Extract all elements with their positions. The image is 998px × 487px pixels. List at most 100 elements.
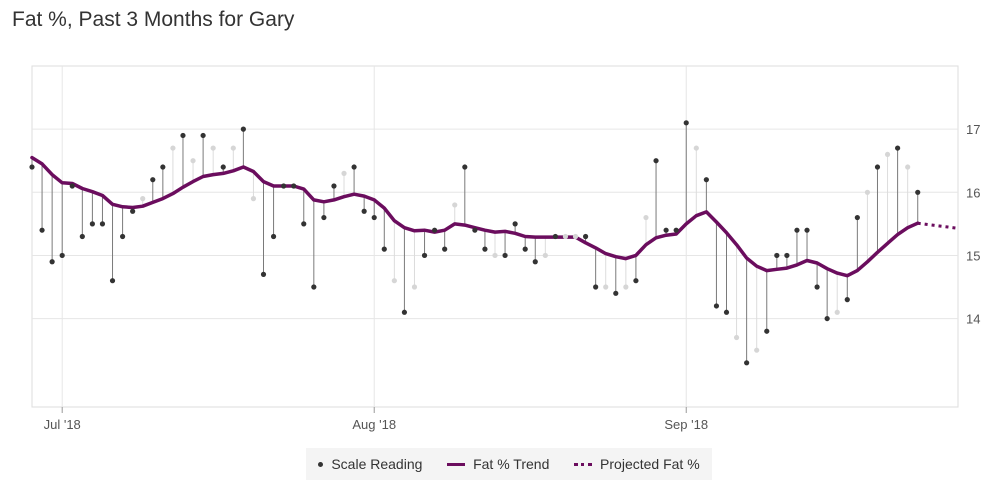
scale-reading-point xyxy=(673,227,679,233)
scale-reading-point xyxy=(39,227,45,233)
legend-dot-icon xyxy=(318,461,324,467)
legend-item-scale-reading[interactable]: Scale Reading xyxy=(318,456,422,472)
scale-reading-point xyxy=(59,252,65,259)
scale-reading-point xyxy=(381,246,387,252)
faded-reading-point xyxy=(391,278,397,284)
scale-reading-point xyxy=(512,221,518,227)
scale-reading-point xyxy=(532,259,538,265)
x-tick-label: Sep '18 xyxy=(664,417,708,432)
scale-reading-point xyxy=(69,183,75,189)
scale-reading-point xyxy=(89,221,95,227)
scale-reading-point xyxy=(764,328,770,334)
legend-item-fat-trend[interactable]: Fat % Trend xyxy=(447,456,549,472)
faded-reading-point xyxy=(210,145,216,151)
scale-reading-point xyxy=(522,246,528,252)
faded-reading-point xyxy=(341,170,347,176)
faded-reading-point xyxy=(140,196,146,202)
faded-reading-point xyxy=(884,151,891,158)
scale-reading-point xyxy=(270,233,277,240)
legend-label-projected-fat: Projected Fat % xyxy=(600,456,700,472)
scale-reading-point xyxy=(703,177,709,183)
scale-reading-point xyxy=(321,214,327,221)
faded-reading-point xyxy=(250,196,257,202)
faded-reading-point xyxy=(623,284,629,290)
scale-reading-point xyxy=(79,233,85,240)
scale-reading-point xyxy=(895,145,901,151)
faded-reading-point xyxy=(643,214,649,221)
scale-reading-point xyxy=(814,284,820,290)
scale-reading-point xyxy=(301,221,307,227)
scale-reading-point xyxy=(915,189,921,195)
scale-reading-point xyxy=(653,158,659,164)
plot-frame xyxy=(31,65,959,408)
scale-reading-point xyxy=(260,271,267,277)
scale-reading-point xyxy=(844,297,850,303)
scale-reading-point xyxy=(874,164,881,170)
scale-reading-point xyxy=(593,284,599,290)
projected-fat-line xyxy=(917,221,959,230)
scale-reading-point xyxy=(683,120,689,126)
faded-reading-point xyxy=(864,189,871,195)
faded-reading-point xyxy=(693,145,699,151)
scale-reading-point xyxy=(613,290,619,296)
scale-reading-point xyxy=(200,132,206,139)
faded-reading-point xyxy=(230,145,236,151)
fat-trend-line xyxy=(30,155,920,278)
scale-reading-point xyxy=(421,252,428,259)
legend: Scale Reading Fat % Trend Projected Fat … xyxy=(306,448,712,480)
scale-reading-point xyxy=(723,309,730,315)
scale-reading-point xyxy=(311,284,317,290)
scale-reading-point xyxy=(582,233,589,240)
scale-reading-point xyxy=(150,177,156,183)
scale-reading-point xyxy=(784,252,790,259)
scale-reading-point xyxy=(220,164,226,170)
faded-reading-point xyxy=(733,334,740,341)
faded-reading-point xyxy=(572,233,579,240)
faded-reading-point xyxy=(834,309,840,315)
scale-reading-point xyxy=(29,164,35,170)
scale-reading-point xyxy=(552,233,558,240)
scale-reading-point xyxy=(774,252,780,259)
scale-reading-point xyxy=(281,183,287,189)
scale-reading-point xyxy=(180,132,186,139)
legend-dotted-line-icon xyxy=(574,462,593,466)
x-tick-label: Jul '18 xyxy=(44,417,81,432)
scale-reading-point xyxy=(119,233,126,240)
scale-reading-point xyxy=(794,227,800,233)
legend-line-icon xyxy=(447,462,466,466)
faded-reading-point xyxy=(170,145,176,151)
scale-reading-point xyxy=(361,208,367,214)
faded-reading-point xyxy=(542,252,548,259)
scale-reading-point xyxy=(442,246,448,252)
legend-label-scale-reading: Scale Reading xyxy=(331,456,423,472)
y-tick-label: 16 xyxy=(966,185,980,200)
scale-reading-point xyxy=(744,360,750,366)
scale-reading-point xyxy=(291,183,297,189)
scale-reading-point xyxy=(109,278,116,284)
faded-reading-point xyxy=(905,164,911,170)
scale-reading-point xyxy=(331,183,337,189)
scale-reading-point xyxy=(130,208,136,214)
legend-label-fat-trend: Fat % Trend xyxy=(473,456,550,472)
scale-reading-point xyxy=(462,164,468,170)
x-tick-label: Aug '18 xyxy=(352,417,396,432)
scale-reading-point xyxy=(502,252,508,259)
fat-chart: 14 15 16 17 Jul '18 Aug '18 Sep '18 xyxy=(29,65,980,432)
scale-reading-point xyxy=(351,164,357,170)
scale-reading-point xyxy=(371,214,377,221)
y-tick-label: 17 xyxy=(966,122,980,137)
scale-reading-point xyxy=(804,227,810,233)
scale-reading-point xyxy=(854,214,860,221)
faded-reading-point xyxy=(492,252,498,259)
faded-reading-point xyxy=(562,233,569,240)
y-tick-label: 15 xyxy=(966,248,980,263)
scale-reading-point xyxy=(401,309,408,315)
scale-reading-point xyxy=(49,259,55,265)
scale-reading-point xyxy=(482,246,488,252)
faded-reading-point xyxy=(603,284,609,290)
legend-item-projected-fat[interactable]: Projected Fat % xyxy=(574,456,700,472)
scale-reading-point xyxy=(663,227,669,233)
faded-reading-point xyxy=(754,347,760,353)
scale-reading-point xyxy=(160,164,166,170)
scale-reading-point xyxy=(432,227,438,233)
